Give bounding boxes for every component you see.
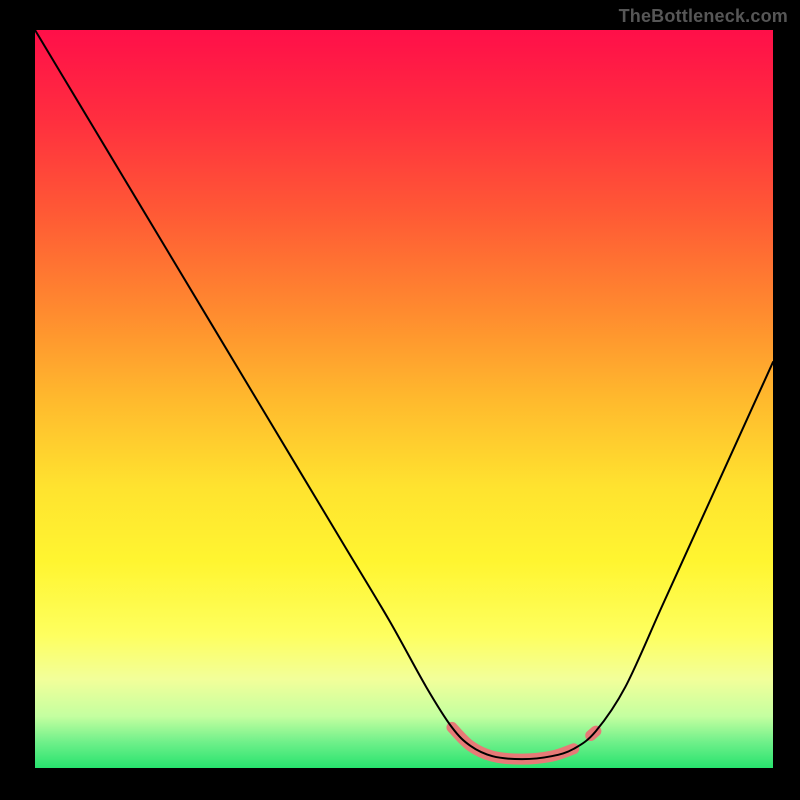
- chart-container: TheBottleneck.com: [0, 0, 800, 800]
- watermark-text: TheBottleneck.com: [619, 6, 788, 27]
- chart-svg: [0, 0, 800, 800]
- plot-gradient: [35, 30, 773, 768]
